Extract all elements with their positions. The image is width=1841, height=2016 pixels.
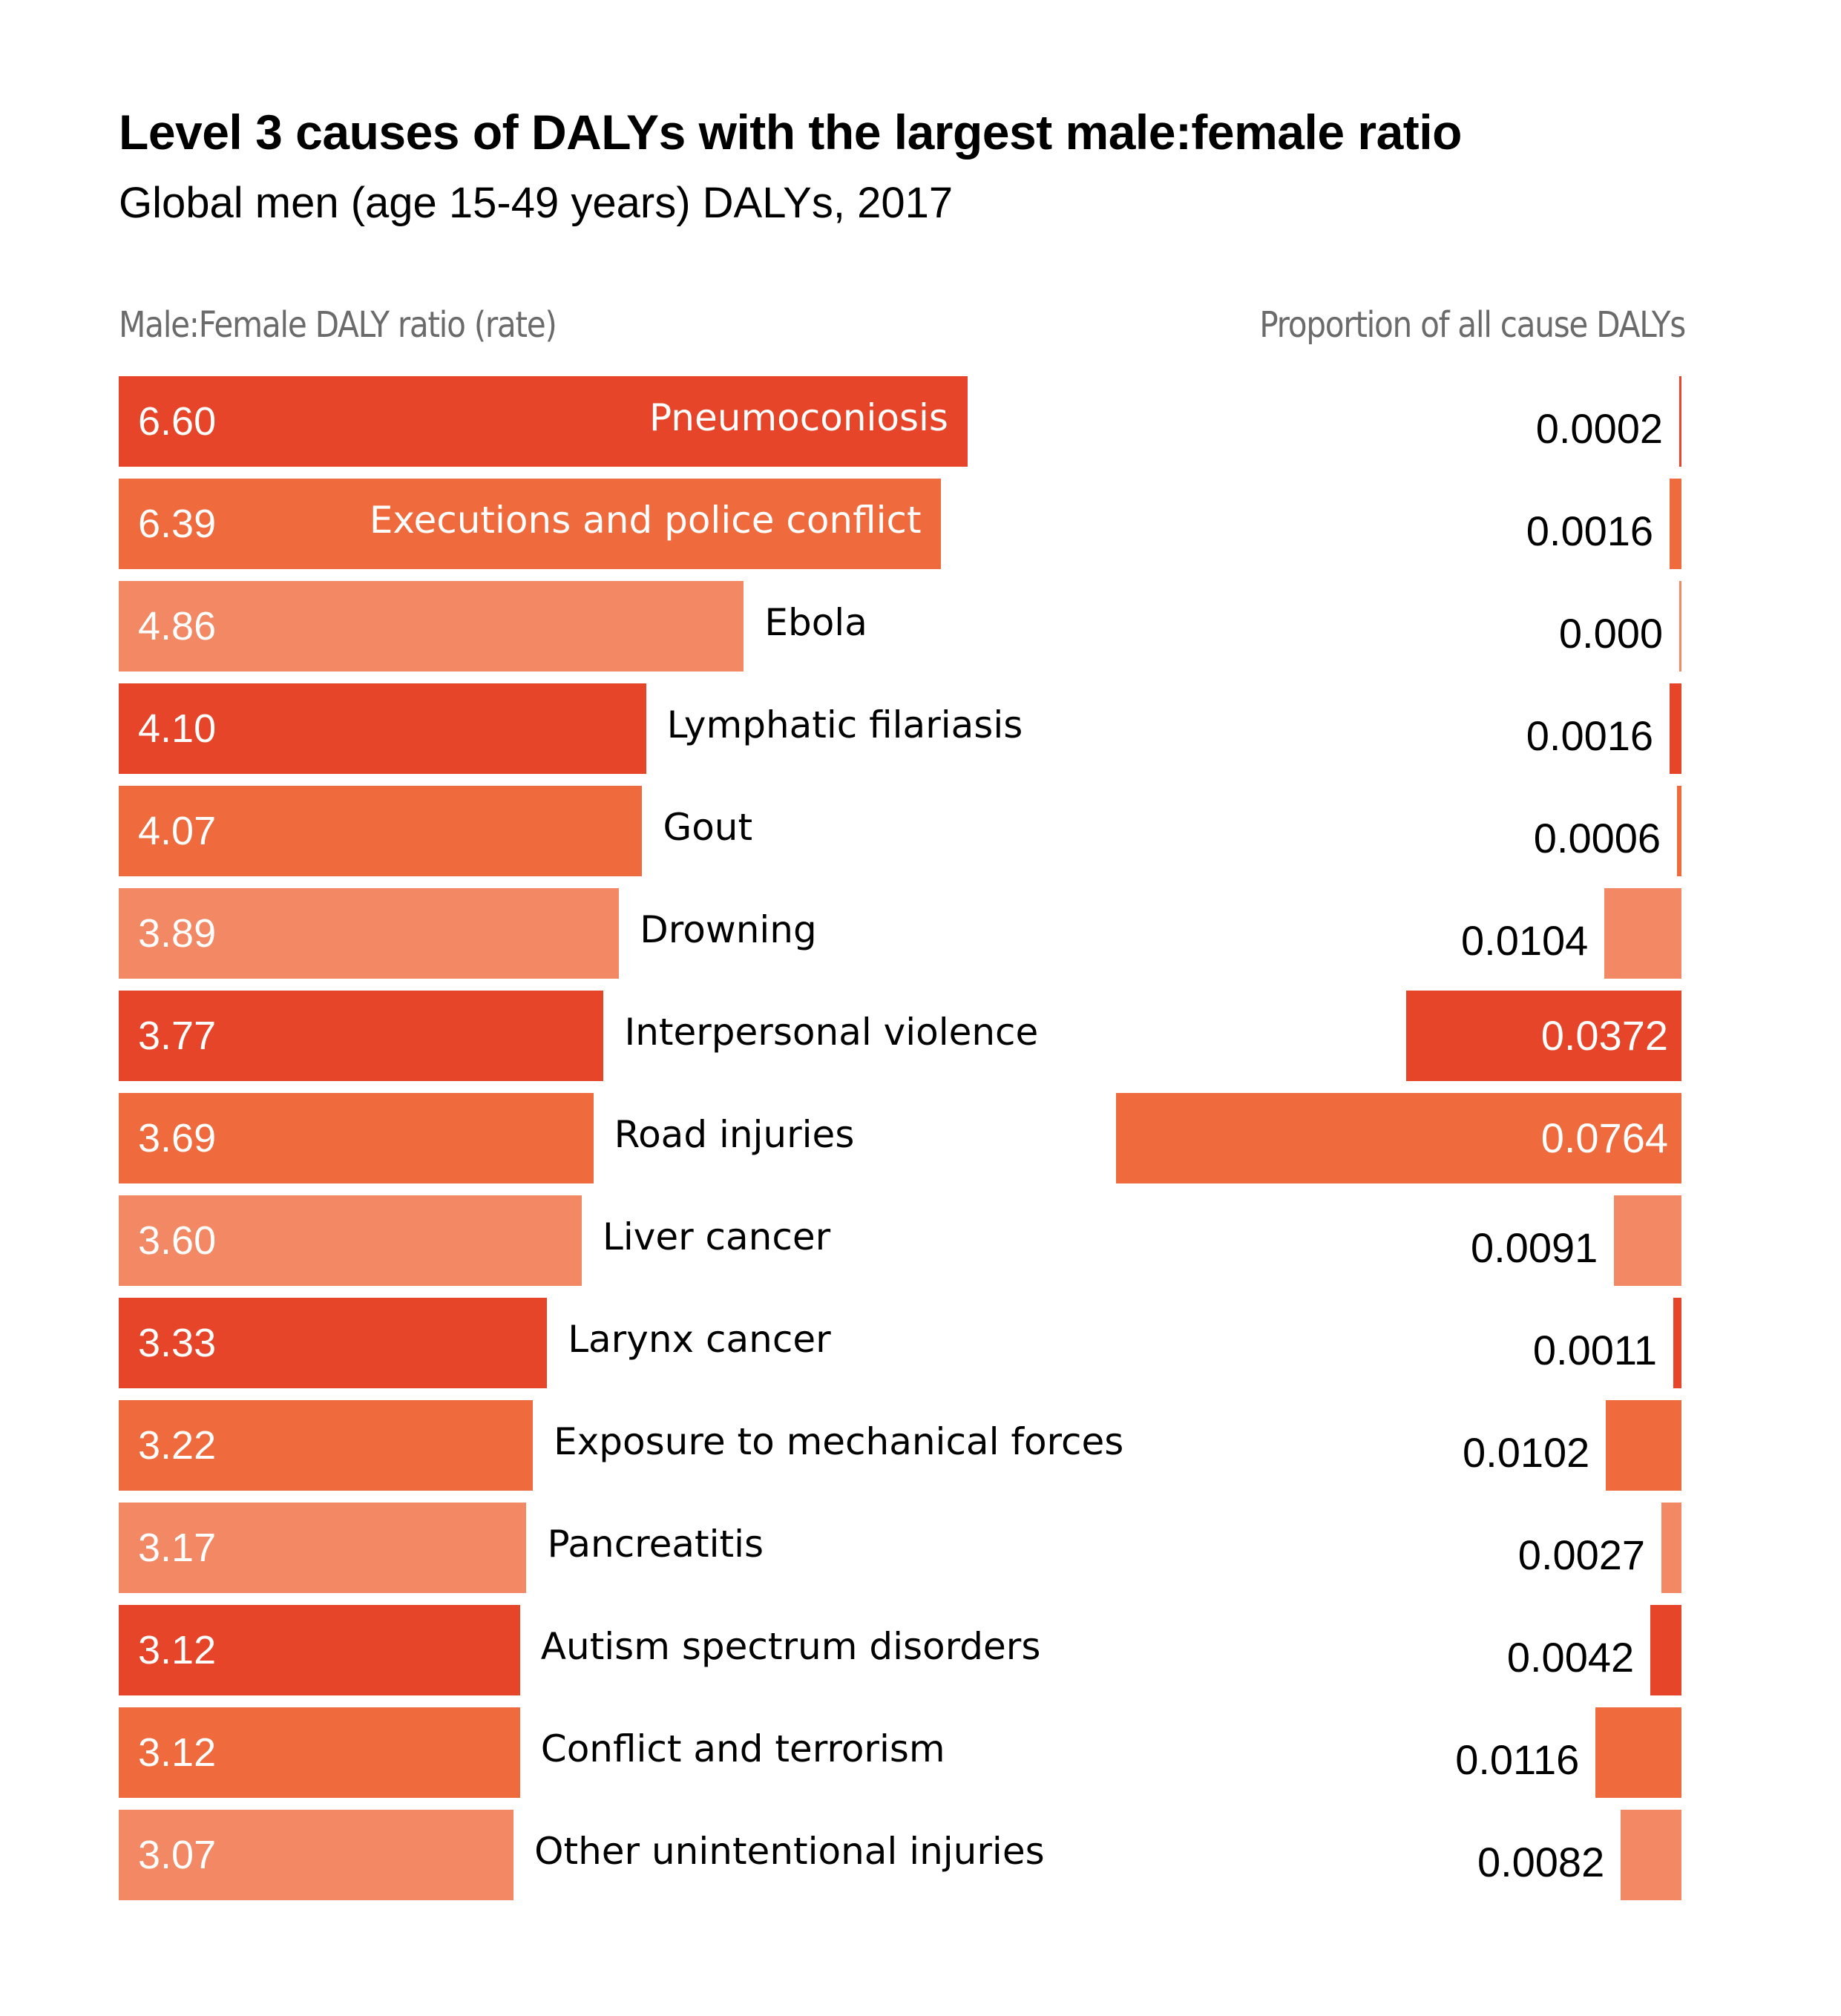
proportion-bar xyxy=(1661,1503,1681,1593)
ratio-value-label: 3.77 xyxy=(138,1014,217,1058)
chart-row: 4.07 Gout 0.0006 xyxy=(0,786,1841,876)
chart-row: 6.60 Pneumoconiosis 0.0002 xyxy=(0,376,1841,467)
proportion-bar xyxy=(1679,581,1681,672)
right-axis-label: Proportion of all cause DALYs xyxy=(1259,304,1686,346)
chart-row: 3.17 Pancreatitis 0.0027 xyxy=(0,1503,1841,1593)
proportion-value-label: 0.0116 xyxy=(1455,1736,1580,1783)
proportion-value-label: 0.0016 xyxy=(1526,712,1654,759)
ratio-bar xyxy=(119,1195,582,1286)
chart-row: 6.39 Executions and police conflict 0.0016 xyxy=(0,479,1841,569)
left-axis-label: Male:Female DALY ratio (rate) xyxy=(119,304,557,346)
cause-label: Executions and police conflict xyxy=(369,499,922,542)
proportion-bar xyxy=(1595,1707,1681,1798)
proportion-value-label: 0.0091 xyxy=(1470,1224,1598,1271)
proportion-bar xyxy=(1116,1093,1681,1183)
ratio-value-label: 3.17 xyxy=(138,1526,217,1570)
ratio-value-label: 4.07 xyxy=(138,809,217,853)
proportion-bar xyxy=(1670,683,1681,774)
cause-label: Autism spectrum disorders xyxy=(540,1625,1041,1668)
ratio-bar xyxy=(119,1298,548,1388)
cause-label: Road injuries xyxy=(614,1113,855,1156)
proportion-value-label: 0.0027 xyxy=(1517,1531,1646,1578)
cause-label: Interpersonal violence xyxy=(624,1011,1039,1054)
chart-row: 3.07 Other unintentional injuries 0.0082 xyxy=(0,1810,1841,1900)
cause-label: Ebola xyxy=(764,601,867,644)
ratio-value-label: 3.12 xyxy=(138,1730,217,1775)
proportion-bar xyxy=(1650,1605,1681,1695)
chart-title: Level 3 causes of DALYs with the largest… xyxy=(119,105,1462,160)
chart-row: 3.89 Drowning 0.0104 xyxy=(0,888,1841,979)
cause-label: Pancreatitis xyxy=(547,1523,764,1566)
cause-label: Lymphatic filariasis xyxy=(666,703,1023,746)
cause-label: Liver cancer xyxy=(603,1215,831,1258)
cause-label: Other unintentional injuries xyxy=(534,1830,1045,1873)
proportion-bar xyxy=(1673,1298,1681,1388)
proportion-value-label: 0.0002 xyxy=(1535,405,1663,452)
proportion-bar xyxy=(1606,1400,1681,1491)
proportion-value-label: 0.0372 xyxy=(1540,1012,1668,1059)
ratio-bar xyxy=(119,1503,527,1593)
ratio-bar xyxy=(119,888,620,979)
cause-label: Pneumoconiosis xyxy=(649,396,948,439)
ratio-value-label: 3.07 xyxy=(138,1833,217,1877)
chart-row: 3.33 Larynx cancer 0.0011 xyxy=(0,1298,1841,1388)
ratio-bar xyxy=(119,1707,520,1798)
chart-row: 3.69 Road injuries 0.0764 xyxy=(0,1093,1841,1183)
ratio-bar xyxy=(119,786,643,876)
ratio-bar xyxy=(119,1810,514,1900)
proportion-value-label: 0.0102 xyxy=(1463,1429,1590,1476)
chart-row: 4.10 Lymphatic filariasis 0.0016 xyxy=(0,683,1841,774)
proportion-value-label: 0.000 xyxy=(1558,610,1663,657)
chart-row: 3.77 Interpersonal violence 0.0372 xyxy=(0,991,1841,1081)
cause-label: Exposure to mechanical forces xyxy=(554,1420,1124,1463)
proportion-bar xyxy=(1677,786,1681,876)
ratio-value-label: 3.89 xyxy=(138,911,217,956)
proportion-bar xyxy=(1405,991,1681,1081)
ratio-value-label: 4.86 xyxy=(138,604,217,649)
chart-subtitle: Global men (age 15-49 years) DALYs, 2017 xyxy=(119,179,954,227)
ratio-bar xyxy=(119,683,646,774)
ratio-bar xyxy=(119,479,941,569)
proportion-value-label: 0.0042 xyxy=(1506,1634,1635,1681)
ratio-value-label: 3.69 xyxy=(138,1116,217,1160)
cause-label: Larynx cancer xyxy=(568,1318,831,1361)
ratio-value-label: 4.10 xyxy=(138,706,217,751)
ratio-value-label: 3.12 xyxy=(138,1628,217,1672)
chart-row: 3.60 Liver cancer 0.0091 xyxy=(0,1195,1841,1286)
proportion-value-label: 0.0082 xyxy=(1477,1839,1605,1885)
ratio-value-label: 6.60 xyxy=(138,399,217,444)
cause-label: Conflict and terrorism xyxy=(540,1727,945,1770)
ratio-bar xyxy=(119,376,968,467)
cause-label: Gout xyxy=(663,806,753,849)
ratio-bar xyxy=(119,1093,594,1183)
ratio-value-label: 3.22 xyxy=(138,1423,217,1468)
proportion-value-label: 0.0011 xyxy=(1532,1327,1658,1373)
chart-row: 3.12 Autism spectrum disorders 0.0042 xyxy=(0,1605,1841,1695)
ratio-bar xyxy=(119,1400,534,1491)
proportion-bar xyxy=(1621,1810,1681,1900)
ratio-value-label: 3.33 xyxy=(138,1321,217,1365)
ratio-value-label: 3.60 xyxy=(138,1218,217,1263)
proportion-value-label: 0.0104 xyxy=(1461,917,1589,964)
cause-label: Drowning xyxy=(640,908,817,951)
proportion-value-label: 0.0016 xyxy=(1526,508,1654,554)
proportion-value-label: 0.0764 xyxy=(1540,1114,1668,1161)
proportion-bar xyxy=(1614,1195,1681,1286)
ratio-value-label: 6.39 xyxy=(138,502,217,546)
proportion-bar xyxy=(1679,376,1681,467)
proportion-bar xyxy=(1670,479,1681,569)
chart-row: 3.12 Conflict and terrorism 0.0116 xyxy=(0,1707,1841,1798)
proportion-value-label: 0.0006 xyxy=(1533,815,1661,861)
chart-row: 4.86 Ebola 0.000 xyxy=(0,581,1841,672)
chart-row: 3.22 Exposure to mechanical forces 0.0102 xyxy=(0,1400,1841,1491)
ratio-bar xyxy=(119,1605,520,1695)
ratio-bar xyxy=(119,581,744,672)
proportion-bar xyxy=(1604,888,1681,979)
ratio-bar xyxy=(119,991,604,1081)
